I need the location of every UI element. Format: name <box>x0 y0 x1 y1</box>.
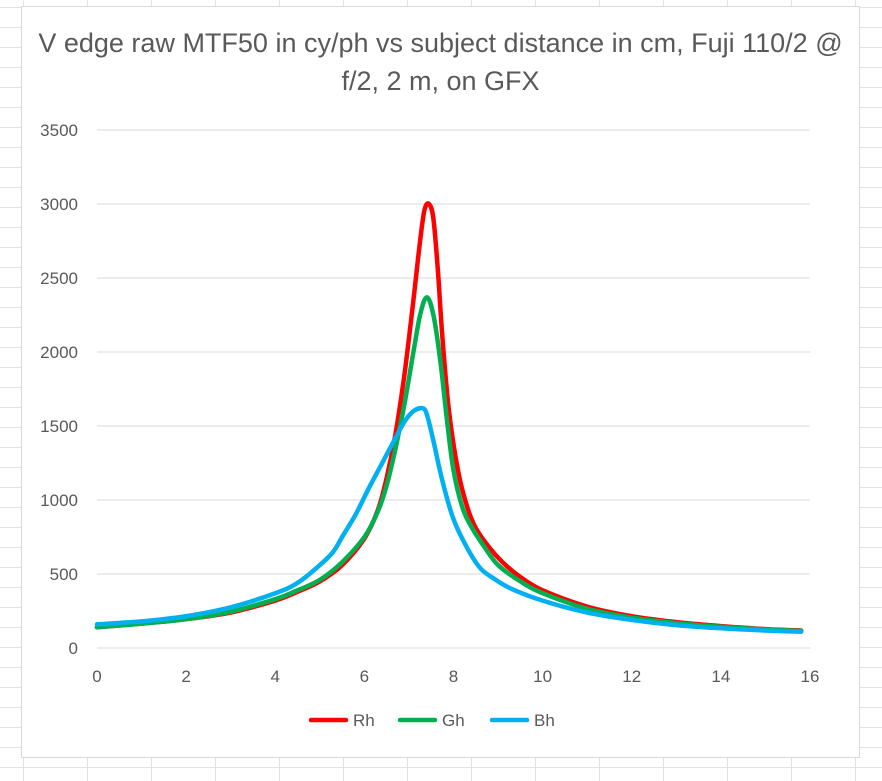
legend: Rh Gh Bh <box>308 711 555 730</box>
x-tick-label: 6 <box>360 667 369 686</box>
x-tick-label: 8 <box>449 667 458 686</box>
chart-title: V edge raw MTF50 in cy/ph vs subject dis… <box>38 28 843 96</box>
legend-label-gh: Gh <box>442 711 465 730</box>
x-tick-label: 16 <box>801 667 820 686</box>
series-lines <box>94 201 804 634</box>
series-line-gh <box>94 294 804 634</box>
y-tick-label: 3500 <box>40 121 78 140</box>
y-tick-label: 3000 <box>40 195 78 214</box>
series-line-rh <box>94 201 804 633</box>
x-tick-label: 0 <box>92 667 101 686</box>
y-tick-label: 500 <box>50 565 78 584</box>
y-axis-ticks: 0 500 1000 1500 2000 2500 3000 3500 <box>40 121 78 658</box>
gridlines <box>97 129 810 649</box>
y-tick-label: 2500 <box>40 269 78 288</box>
x-axis-ticks: 0 2 4 6 8 10 12 14 16 <box>92 667 819 686</box>
chart-area <box>21 6 860 758</box>
x-tick-label: 12 <box>622 667 641 686</box>
series-line-bh <box>94 405 804 634</box>
y-tick-label: 1000 <box>40 491 78 510</box>
legend-label-bh: Bh <box>534 711 555 730</box>
x-tick-label: 2 <box>181 667 190 686</box>
x-tick-label: 10 <box>533 667 552 686</box>
y-tick-label: 2000 <box>40 343 78 362</box>
y-tick-label: 0 <box>69 639 78 658</box>
legend-label-rh: Rh <box>353 711 375 730</box>
x-tick-label: 4 <box>271 667 280 686</box>
x-tick-label: 14 <box>711 667 730 686</box>
y-tick-label: 1500 <box>40 417 78 436</box>
